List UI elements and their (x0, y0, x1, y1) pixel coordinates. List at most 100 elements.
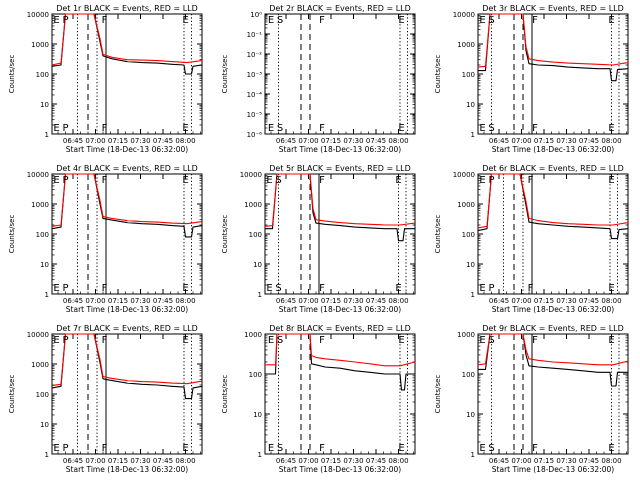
panel-title: Det 4r BLACK = Events, RED = LLD (56, 164, 198, 173)
event-marker-bottom: E (53, 123, 59, 134)
y-axis-label: Counts/sec (434, 375, 442, 414)
event-marker-bottom: S (488, 123, 494, 134)
detector-panel: Det 6r BLACK = Events, RED = LLD 1 10 100 10… (434, 164, 629, 314)
event-marker-bottom: F (532, 443, 538, 454)
x-tick-label: 07:45 (153, 137, 173, 145)
y-tick-label: 10 (253, 411, 262, 419)
x-tick-label: 07:00 (511, 457, 531, 465)
lld-series-line (265, 333, 416, 367)
event-marker-top: P (488, 175, 494, 186)
event-marker-bottom: E (398, 123, 404, 134)
y-axis-label: Counts/sec (434, 215, 442, 254)
x-tick-label: 08:00 (601, 137, 621, 145)
y-tick-label: 1 (258, 291, 262, 299)
x-axis-label: Start Time (18-Dec-13 06:32:00) (66, 145, 188, 154)
event-marker-bottom: E (395, 283, 401, 294)
y-tick-label: 100 (462, 371, 475, 379)
x-tick-label: 07:00 (85, 137, 105, 145)
y-tick-label: 1000 (457, 201, 475, 209)
x-tick-label: 07:15 (534, 457, 554, 465)
x-tick-label: 07:30 (130, 137, 150, 145)
event-marker-top: P (62, 335, 68, 346)
event-marker-top: E (608, 15, 614, 26)
x-tick-label: 08:00 (388, 457, 408, 465)
event-marker-bottom: S (488, 443, 494, 454)
x-tick-label: 07:00 (298, 457, 318, 465)
event-marker-top: E (395, 175, 401, 186)
x-tick-label: 07:30 (556, 137, 576, 145)
events-series-line (51, 173, 203, 238)
y-tick-label: 100 (249, 371, 262, 379)
plot-frame (264, 13, 416, 135)
event-marker-top: E (479, 175, 485, 186)
event-marker-bottom: F (102, 283, 108, 294)
y-tick-label: 1000 (31, 361, 49, 369)
plot-frame (477, 173, 629, 295)
events-series-line (51, 333, 203, 400)
x-tick-label: 07:15 (321, 137, 341, 145)
y-tick-label: 1 (471, 451, 475, 459)
detector-panel: Det 4r BLACK = Events, RED = LLD 1 10 100 10… (8, 164, 203, 314)
y-tick-label: 1 (471, 131, 475, 139)
x-tick-label: 07:15 (534, 297, 554, 305)
y-tick-label: 10⁻⁶ (247, 131, 263, 139)
y-tick-label: 10000 (27, 171, 49, 179)
event-marker-bottom: E (398, 443, 404, 454)
y-tick-label: 100 (36, 391, 49, 399)
plot-frame (264, 333, 416, 455)
y-tick-label: 10 (466, 101, 475, 109)
y-tick-label: 1000 (457, 331, 475, 339)
event-marker-top: S (277, 335, 283, 346)
event-marker-bottom: P (62, 283, 68, 294)
x-tick-label: 07:30 (343, 457, 363, 465)
x-tick-label: 08:00 (175, 457, 195, 465)
x-tick-label: 08:00 (175, 137, 195, 145)
plot-frame (51, 333, 203, 455)
event-marker-bottom: E (608, 123, 614, 134)
panel-title: Det 2r BLACK = Events, RED = LLD (269, 4, 411, 13)
event-marker-top: E (53, 15, 59, 26)
event-marker-top: E (608, 175, 614, 186)
y-axis-label: Counts/sec (8, 215, 16, 254)
event-marker-bottom: E (268, 123, 274, 134)
x-tick-label: 07:45 (153, 457, 173, 465)
x-tick-label: 07:45 (153, 297, 173, 305)
event-marker-top: E (479, 15, 485, 26)
x-tick-label: 08:00 (388, 137, 408, 145)
x-tick-label: 07:15 (108, 137, 128, 145)
x-tick-label: 06:45 (276, 457, 296, 465)
event-marker-bottom: F (532, 123, 538, 134)
lld-series-line (477, 333, 629, 366)
x-axis-label: Start Time (18-Dec-13 06:32:00) (279, 145, 401, 154)
x-tick-label: 07:30 (556, 297, 576, 305)
event-marker-bottom: E (479, 443, 485, 454)
y-tick-label: 10⁻¹ (247, 31, 263, 39)
events-series-line (265, 333, 415, 391)
y-tick-label: 1 (45, 451, 49, 459)
event-marker-top: E (398, 15, 404, 26)
y-tick-label: 100 (249, 231, 262, 239)
event-marker-bottom: E (53, 443, 59, 454)
y-tick-label: 1 (45, 131, 49, 139)
y-axis-label: Counts/sec (8, 375, 16, 414)
event-marker-bottom: S (277, 123, 283, 134)
event-marker-bottom: F (319, 123, 325, 134)
events-series-line (478, 333, 628, 387)
y-tick-label: 100 (36, 231, 49, 239)
event-marker-top: E (608, 335, 614, 346)
lld-series-line (264, 173, 416, 227)
x-tick-label: 06:45 (276, 297, 296, 305)
event-marker-top: S (488, 335, 494, 346)
x-tick-label: 07:15 (108, 297, 128, 305)
y-tick-label: 10⁻⁴ (247, 91, 263, 99)
event-marker-bottom: E (182, 123, 188, 134)
events-series-line (477, 173, 629, 240)
panel-title: Det 9r BLACK = Events, RED = LLD (482, 324, 624, 333)
y-tick-label: 10 (466, 261, 475, 269)
y-axis-label: Counts/sec (221, 215, 229, 254)
x-tick-label: 06:45 (63, 137, 83, 145)
x-tick-label: 08:00 (175, 297, 195, 305)
x-axis-label: Start Time (18-Dec-13 06:32:00) (492, 305, 614, 314)
x-tick-label: 07:15 (321, 297, 341, 305)
